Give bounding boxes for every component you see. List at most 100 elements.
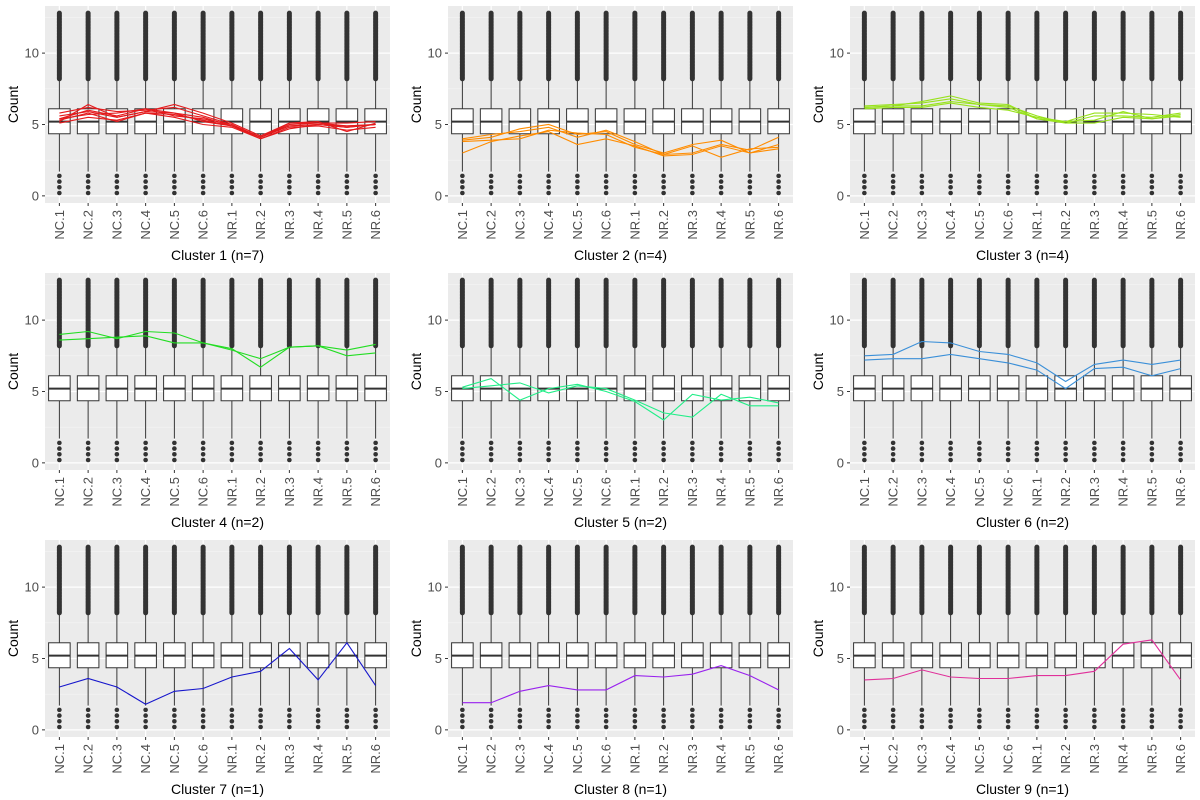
outlier-low bbox=[747, 173, 753, 179]
outlier-low bbox=[85, 440, 91, 446]
outlier-low bbox=[229, 440, 235, 446]
outlier-low bbox=[632, 713, 638, 718]
outlier-low bbox=[862, 713, 867, 718]
outlier-low bbox=[114, 451, 120, 457]
x-tick-label: NR.2 bbox=[656, 210, 671, 240]
boxplot-NR.4 bbox=[1111, 277, 1135, 463]
x-tick-label: NC.2 bbox=[886, 744, 901, 774]
outlier-low bbox=[200, 179, 206, 184]
outlier-low bbox=[344, 713, 350, 718]
outlier-low bbox=[143, 190, 148, 196]
boxplot-NC.5 bbox=[968, 277, 991, 463]
outlier-low bbox=[114, 190, 120, 196]
outlier-low bbox=[57, 173, 62, 179]
outlier-low bbox=[143, 184, 148, 190]
boxplot-NR.6 bbox=[1169, 277, 1192, 463]
outlier-low bbox=[143, 724, 148, 730]
boxplot-NC.1 bbox=[853, 544, 876, 730]
outlier-low bbox=[488, 713, 494, 718]
outlier-low bbox=[1120, 451, 1126, 457]
outlier-low bbox=[632, 446, 638, 451]
boxplot-NC.5 bbox=[566, 277, 589, 463]
x-tick-label: NC.4 bbox=[943, 210, 958, 240]
outlier-low bbox=[517, 707, 523, 713]
y-tick-label: 10 bbox=[25, 580, 39, 595]
outlier-low bbox=[862, 446, 867, 451]
outlier-low bbox=[977, 457, 982, 463]
outlier-low bbox=[344, 173, 350, 179]
outlier-low bbox=[603, 440, 609, 446]
boxplot-NR.1 bbox=[1025, 544, 1049, 730]
x-tick-label: NC.5 bbox=[972, 210, 987, 240]
panel-5: 0 5 10 NC.1 NC.2 NC.3 NC.4 NC.5 NC.6 NR.1 NR.2 NR.3… bbox=[408, 273, 793, 530]
outlier-low bbox=[460, 457, 465, 463]
outlier-low bbox=[1063, 173, 1068, 179]
outlier-low bbox=[1063, 440, 1068, 446]
outlier-low bbox=[776, 457, 781, 463]
boxplot-NC.3 bbox=[910, 544, 934, 730]
x-tick-label: NC.1 bbox=[455, 744, 470, 774]
outlier-low bbox=[862, 184, 867, 190]
outlier-low bbox=[632, 718, 638, 724]
x-tick-label: NC.6 bbox=[1001, 210, 1016, 240]
outlier-low bbox=[776, 718, 781, 724]
outlier-low bbox=[344, 718, 350, 724]
outlier-low bbox=[488, 190, 494, 196]
x-tick-label: NC.5 bbox=[167, 210, 182, 240]
outlier-low bbox=[690, 446, 695, 451]
y-axis-title: Count bbox=[408, 353, 424, 390]
outlier-low bbox=[488, 724, 494, 730]
x-tick-label: NR.4 bbox=[311, 744, 326, 774]
y-tick-label: 5 bbox=[837, 117, 844, 132]
outlier-low bbox=[200, 713, 206, 718]
y-tick-label: 5 bbox=[32, 117, 39, 132]
outlier-low bbox=[575, 713, 580, 718]
x-tick-label: NR.6 bbox=[368, 477, 383, 507]
outlier-low bbox=[488, 457, 494, 463]
outlier-low bbox=[575, 173, 580, 179]
y-tick-label: 0 bbox=[32, 455, 39, 470]
series-line-3 bbox=[864, 102, 1181, 123]
outlier-low bbox=[776, 173, 781, 179]
outlier-low bbox=[229, 451, 235, 457]
outlier-low bbox=[1120, 713, 1126, 718]
outlier-low bbox=[1120, 457, 1126, 463]
outlier-low bbox=[1034, 440, 1040, 446]
outlier-low bbox=[344, 724, 350, 730]
outlier-low bbox=[57, 457, 62, 463]
outlier-low bbox=[57, 713, 62, 718]
outlier-low bbox=[690, 451, 695, 457]
x-tick-label: NR.6 bbox=[771, 477, 786, 507]
outlier-low bbox=[1178, 190, 1183, 196]
outlier-low bbox=[460, 184, 465, 190]
outlier-low bbox=[919, 707, 925, 713]
x-tick-label: NC.2 bbox=[81, 477, 96, 507]
panel-background bbox=[850, 273, 1195, 470]
x-tick-label: NR.4 bbox=[714, 744, 729, 774]
outlier-low bbox=[373, 179, 378, 184]
outlier-low bbox=[546, 724, 551, 730]
outlier-low bbox=[200, 707, 206, 713]
x-tick-label: NR.6 bbox=[1173, 744, 1188, 774]
y-axis-title: Count bbox=[810, 620, 826, 657]
outlier-low bbox=[517, 440, 523, 446]
outlier-low bbox=[603, 446, 609, 451]
outlier-low bbox=[1092, 173, 1097, 179]
outlier-low bbox=[661, 707, 666, 713]
boxplot-NC.2 bbox=[479, 544, 503, 730]
outlier-low bbox=[315, 457, 321, 463]
outlier-low bbox=[1120, 724, 1126, 730]
x-tick-label: NC.5 bbox=[972, 744, 987, 774]
outlier-low bbox=[776, 446, 781, 451]
x-tick-label: NC.6 bbox=[196, 210, 211, 240]
panel-9: 0 5 10 NC.1 NC.2 NC.3 NC.4 NC.5 NC.6 NR.1 NR.2 NR.3… bbox=[810, 540, 1195, 797]
outlier-low bbox=[1034, 707, 1040, 713]
outlier-low bbox=[948, 707, 953, 713]
y-tick-label: 5 bbox=[32, 384, 39, 399]
outlier-low bbox=[287, 173, 292, 179]
outlier-low bbox=[919, 451, 925, 457]
x-tick-label: NC.2 bbox=[484, 744, 499, 774]
outlier-low bbox=[603, 707, 609, 713]
outlier-low bbox=[977, 707, 982, 713]
